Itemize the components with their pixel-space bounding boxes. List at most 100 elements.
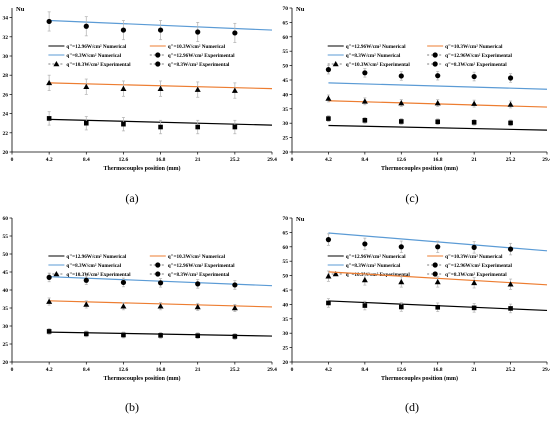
- legend-item: q"=8.3W/cm² Experimental: [150, 61, 230, 68]
- data-point-triangle: [471, 101, 477, 106]
- data-point-square: [47, 116, 52, 121]
- x-tick-label: 12.6: [119, 157, 129, 163]
- chart-panel-d: 04.28.412.616.82125.229.4202530354045505…: [283, 216, 550, 382]
- legend-marker: [155, 52, 160, 57]
- legend-marker: [155, 271, 160, 276]
- legend-label: q"=10.3W/cm² Experimental: [66, 62, 131, 68]
- y-tick-label: 26: [3, 92, 9, 98]
- legend-item: q"=12.96W/cm² Numerical: [48, 44, 126, 50]
- data-point-circle: [508, 247, 513, 252]
- y-tick-label: 24: [3, 112, 9, 118]
- data-point-circle: [121, 280, 126, 285]
- x-tick-label: 29.4: [542, 157, 550, 163]
- x-tick-label: 16.8: [156, 367, 166, 373]
- y-tick-label: 40: [283, 92, 289, 98]
- y-tick-label: 30: [283, 121, 289, 127]
- legend-label: q"=8.3W/cm² Experimental: [168, 62, 230, 68]
- y-tick-label: 60: [283, 245, 289, 251]
- data-point-square: [84, 332, 89, 337]
- data-point-triangle: [508, 101, 514, 106]
- y-tick-label: 25: [283, 136, 289, 142]
- legend-item: q"=12.96W/cm² Experimental: [150, 52, 235, 59]
- y-tick-label: 50: [3, 252, 9, 258]
- legend-label: q"=8.3W/cm² Experimental: [445, 272, 507, 278]
- y-axis-label: Nu: [296, 216, 305, 223]
- y-tick-label: 34: [3, 16, 9, 22]
- data-point-triangle: [435, 100, 441, 105]
- legend-item: q"=8.3W/cm² Numerical: [328, 53, 401, 59]
- legend-item: q"=8.3W/cm² Numerical: [48, 53, 121, 59]
- x-axis-label: Thermocouples position (mm): [104, 165, 181, 172]
- data-point-circle: [47, 19, 52, 24]
- legend-item: q"=10.3W/cm² Numerical: [427, 44, 503, 50]
- legend-label: q"=10.3W/cm² Experimental: [66, 272, 131, 278]
- legend-item: q"=12.96W/cm² Numerical: [328, 44, 406, 50]
- data-point-square: [158, 125, 163, 130]
- y-tick-label: 25: [283, 346, 289, 352]
- y-tick-label: 35: [283, 317, 289, 323]
- legend-label: q"=10.3W/cm² Numerical: [445, 254, 503, 260]
- data-point-square: [399, 119, 404, 124]
- data-point-circle: [47, 275, 52, 280]
- data-point-square: [363, 303, 368, 308]
- data-point-triangle: [158, 86, 164, 91]
- data-point-square: [121, 333, 126, 338]
- data-point-circle: [399, 244, 404, 249]
- data-point-square: [121, 122, 126, 127]
- y-tick-label: 20: [3, 360, 9, 366]
- legend-item: q"=12.96W/cm² Experimental: [427, 262, 512, 269]
- x-axis-label: Thermocouples position (mm): [381, 375, 458, 382]
- y-tick-label: 60: [283, 35, 289, 41]
- panel-caption-d: (d): [392, 400, 432, 415]
- data-point-square: [508, 306, 513, 311]
- data-point-circle: [362, 70, 367, 75]
- legend-label: q"=8.3W/cm² Numerical: [346, 263, 401, 269]
- data-point-circle: [158, 27, 163, 32]
- legend-item: q"=10.3W/cm² Experimental: [328, 61, 411, 68]
- data-point-square: [47, 329, 52, 334]
- legend-item: q"=12.96W/cm² Experimental: [427, 52, 512, 59]
- y-tick-label: 35: [3, 306, 9, 312]
- y-tick-label: 28: [3, 73, 9, 79]
- data-point-circle: [158, 280, 163, 285]
- x-tick-label: 4.2: [325, 367, 332, 373]
- data-point-square: [472, 120, 477, 125]
- legend-item: q"=8.3W/cm² Numerical: [48, 263, 121, 269]
- y-tick-label: 70: [283, 216, 289, 222]
- legend-label: q"=10.3W/cm² Numerical: [168, 254, 226, 260]
- legend-label: q"=8.3W/cm² Experimental: [445, 62, 507, 68]
- legend-item: q"=8.3W/cm² Experimental: [427, 61, 507, 68]
- data-point-circle: [326, 237, 331, 242]
- y-tick-label: 25: [3, 342, 9, 348]
- y-tick-label: 22: [3, 131, 9, 137]
- x-tick-label: 25.2: [230, 157, 240, 163]
- y-tick-label: 35: [283, 107, 289, 113]
- x-tick-label: 8.4: [361, 157, 368, 163]
- y-tick-label: 40: [283, 302, 289, 308]
- data-point-circle: [121, 27, 126, 32]
- data-point-square: [508, 121, 513, 126]
- data-point-circle: [472, 245, 477, 250]
- legend-label: q"=12.96W/cm² Experimental: [168, 263, 235, 269]
- y-tick-label: 20: [283, 150, 289, 156]
- legend-marker: [433, 52, 438, 57]
- x-tick-label: 4.2: [46, 367, 53, 373]
- x-tick-label: 0: [11, 157, 14, 163]
- data-point-square: [435, 119, 440, 124]
- data-point-triangle: [362, 98, 368, 103]
- x-tick-label: 0: [11, 367, 14, 373]
- legend-item: q"=10.3W/cm² Numerical: [427, 254, 503, 260]
- x-tick-label: 4.2: [46, 157, 53, 163]
- y-tick-label: 45: [283, 78, 289, 84]
- data-point-circle: [84, 24, 89, 29]
- legend-item: q"=8.3W/cm² Experimental: [150, 271, 230, 278]
- legend-item: q"=8.3W/cm² Numerical: [328, 263, 401, 269]
- y-axis-label: Nu: [16, 6, 25, 13]
- legend-item: q"=10.3W/cm² Numerical: [150, 254, 226, 260]
- data-point-triangle: [325, 273, 331, 278]
- data-point-triangle: [120, 86, 126, 91]
- y-tick-label: 45: [3, 270, 9, 276]
- data-point-triangle: [232, 88, 238, 93]
